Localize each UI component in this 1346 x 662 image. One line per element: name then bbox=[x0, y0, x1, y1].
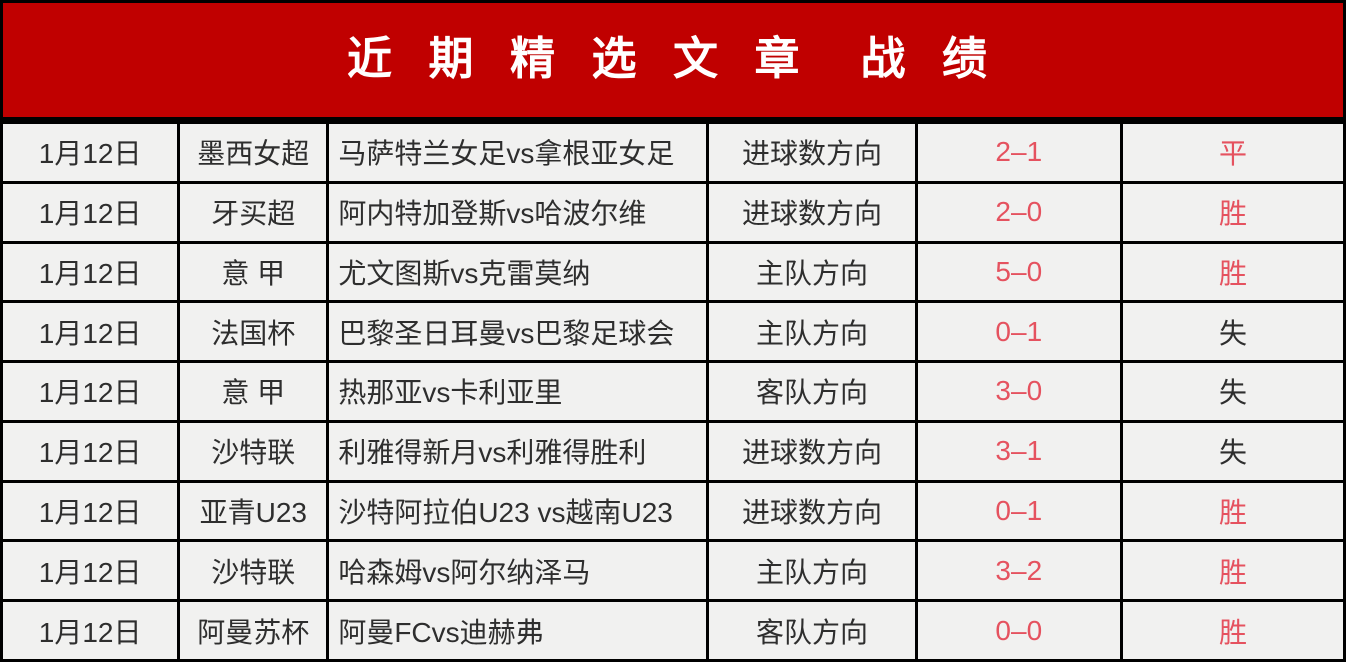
result-cell: 胜 bbox=[1120, 180, 1346, 244]
score-cell: 2–1 bbox=[914, 121, 1124, 184]
table-row: 1月12日 法国杯 巴黎圣日耳曼vs巴黎足球会 主队方向 0–1 失 bbox=[0, 300, 1346, 364]
results-table: 1月12日 墨西女超 马萨特兰女足vs拿根亚女足 进球数方向 2–1 平 1月12日 牙买超阿… bbox=[0, 121, 1346, 662]
page-title: 近 期 精 选 文 章 战 绩 bbox=[346, 32, 1000, 84]
direction-cell: 主队方向 bbox=[706, 240, 918, 304]
match-cell: 阿内特加登斯vs哈波尔维 bbox=[326, 180, 710, 244]
score-cell: 3–1 bbox=[914, 419, 1124, 483]
table-row: 1月12日 亚青U23 沙特阿拉伯U23 vs越南U23 进球数方向 0–1 胜 bbox=[0, 479, 1346, 543]
league-cell: 沙特联 bbox=[177, 419, 330, 483]
result-cell: 胜 bbox=[1120, 479, 1346, 543]
result-cell: 胜 bbox=[1120, 240, 1346, 304]
table-row: 1月12日 墨西女超 马萨特兰女足vs拿根亚女足 进球数方向 2–1 平 bbox=[0, 121, 1346, 184]
date-cell: 1月12日 bbox=[0, 419, 181, 483]
date-cell: 1月12日 bbox=[0, 240, 181, 304]
direction-cell: 进球数方向 bbox=[706, 180, 918, 244]
result-cell: 失 bbox=[1120, 360, 1346, 423]
header-banner: 近 期 精 选 文 章 战 绩 bbox=[0, 0, 1346, 121]
direction-cell: 进球数方向 bbox=[706, 121, 918, 184]
direction-cell: 客队方向 bbox=[706, 599, 918, 662]
date-cell: 1月12日 bbox=[0, 180, 181, 244]
match-cell: 阿曼FCvs迪赫弗 bbox=[326, 599, 710, 662]
match-cell: 马萨特兰女足vs拿根亚女足 bbox=[326, 121, 710, 184]
table-row: 1月12日意 甲热那亚vs卡利亚里 客队方向 3–0 失 bbox=[0, 360, 1346, 423]
league-cell: 沙特联 bbox=[177, 539, 330, 603]
match-cell: 利雅得新月vs利雅得胜利 bbox=[326, 419, 710, 483]
direction-cell: 进球数方向 bbox=[706, 419, 918, 483]
result-cell: 胜 bbox=[1120, 539, 1346, 603]
table-row: 1月12日 牙买超 阿内特加登斯vs哈波尔维 进球数方向 2–0 胜 bbox=[0, 180, 1346, 244]
score-cell: 0–1 bbox=[914, 300, 1124, 364]
league-cell: 阿曼苏杯 bbox=[177, 599, 330, 662]
date-cell: 1月12日 bbox=[0, 599, 181, 662]
date-cell: 1月12日 bbox=[0, 479, 181, 543]
league-cell: 牙买超 bbox=[177, 180, 330, 244]
score-cell: 0–1 bbox=[914, 479, 1124, 543]
league-cell: 亚青U23 bbox=[177, 479, 330, 543]
table-row: 1月12日 沙特联 利雅得新月vs利雅得胜利 进球数方向 3–1 失 bbox=[0, 419, 1346, 483]
result-cell: 失 bbox=[1120, 419, 1346, 483]
league-cell: 意 甲 bbox=[177, 360, 330, 423]
date-cell: 1月12日 bbox=[0, 539, 181, 603]
score-cell: 3–0 bbox=[914, 360, 1124, 423]
table-row: 1月12日 沙特联 哈森姆vs阿尔纳泽马 主队方向 3–2 胜 bbox=[0, 539, 1346, 603]
league-cell: 法国杯 bbox=[177, 300, 330, 364]
direction-cell: 主队方向 bbox=[706, 300, 918, 364]
score-cell: 5–0 bbox=[914, 240, 1124, 304]
table-row: 1月12日意 甲尤文图斯vs克雷莫纳 主队方向 5–0 胜 bbox=[0, 240, 1346, 304]
score-cell: 0–0 bbox=[914, 599, 1124, 662]
score-cell: 2–0 bbox=[914, 180, 1124, 244]
league-cell: 墨西女超 bbox=[177, 121, 330, 184]
direction-cell: 进球数方向 bbox=[706, 479, 918, 543]
league-cell: 意 甲 bbox=[177, 240, 330, 304]
result-cell: 胜 bbox=[1120, 599, 1346, 662]
results-table-body: 1月12日 墨西女超 马萨特兰女足vs拿根亚女足 进球数方向 2–1 平 1月12日 牙买超阿… bbox=[0, 121, 1346, 662]
date-cell: 1月12日 bbox=[0, 300, 181, 364]
result-cell: 失 bbox=[1120, 300, 1346, 364]
direction-cell: 主队方向 bbox=[706, 539, 918, 603]
table-row: 1月12日 阿曼苏杯 阿曼FCvs迪赫弗 客队方向 0–0 胜 bbox=[0, 599, 1346, 662]
result-cell: 平 bbox=[1120, 121, 1346, 184]
match-cell: 热那亚vs卡利亚里 bbox=[326, 360, 710, 423]
match-cell: 尤文图斯vs克雷莫纳 bbox=[326, 240, 710, 304]
match-cell: 沙特阿拉伯U23 vs越南U23 bbox=[326, 479, 710, 543]
direction-cell: 客队方向 bbox=[706, 360, 918, 423]
match-cell: 巴黎圣日耳曼vs巴黎足球会 bbox=[326, 300, 710, 364]
score-cell: 3–2 bbox=[914, 539, 1124, 603]
date-cell: 1月12日 bbox=[0, 360, 181, 423]
match-cell: 哈森姆vs阿尔纳泽马 bbox=[326, 539, 710, 603]
date-cell: 1月12日 bbox=[0, 121, 181, 184]
